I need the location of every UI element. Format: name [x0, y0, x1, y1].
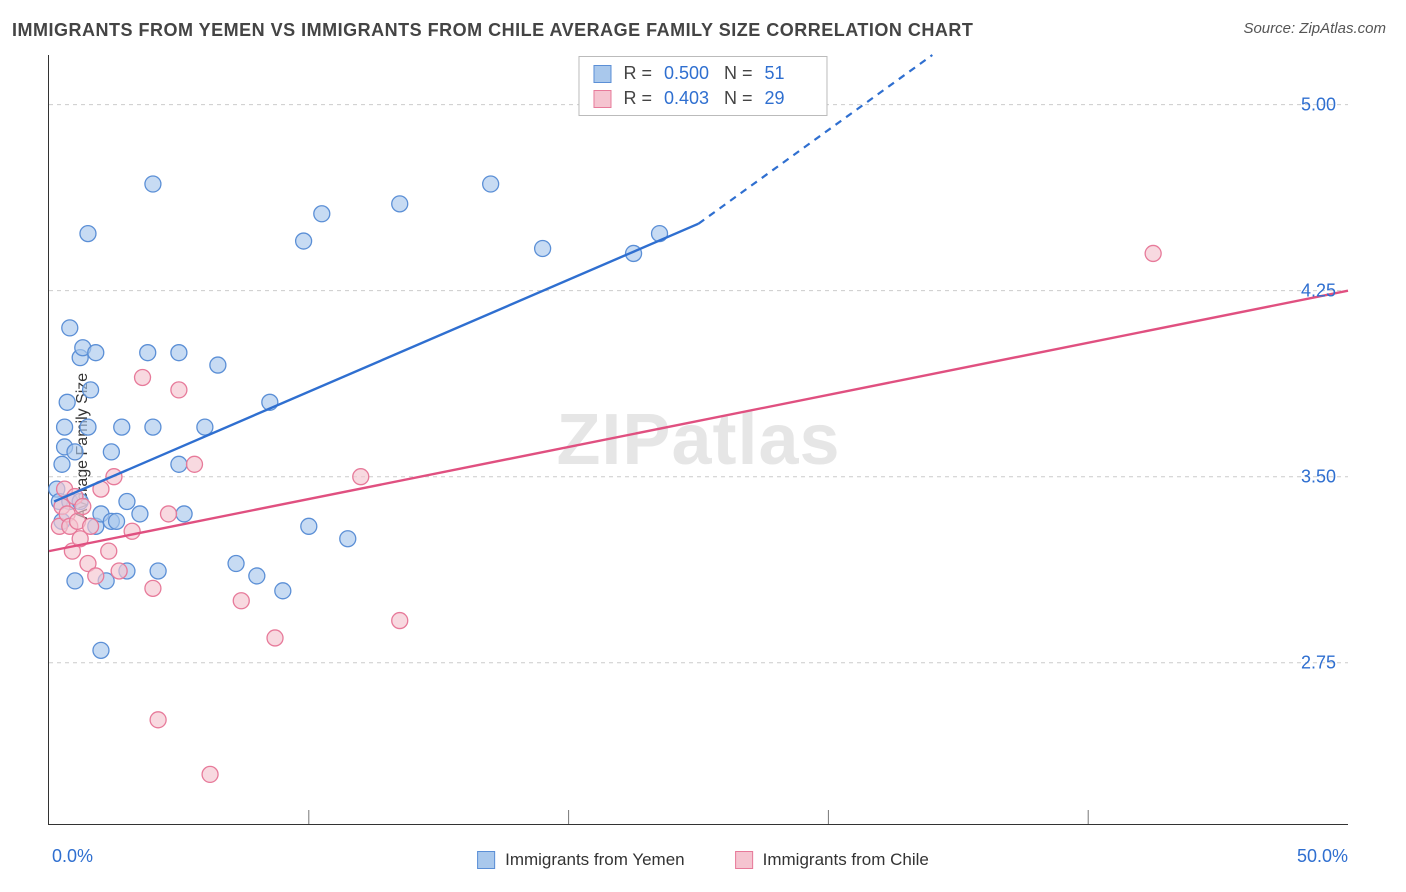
yemen-point: [83, 382, 99, 398]
yemen-point: [54, 456, 70, 472]
chile-point: [145, 580, 161, 596]
chile-point: [135, 369, 151, 385]
chile-point: [75, 498, 91, 514]
yemen-swatch-icon: [477, 851, 495, 869]
y-tick-label: 4.25: [1301, 280, 1336, 301]
plot-svg: [49, 55, 1348, 824]
chile-point: [353, 469, 369, 485]
chile-point: [161, 506, 177, 522]
r-label: R =: [623, 63, 652, 84]
yemen-point: [275, 583, 291, 599]
yemen-point: [62, 320, 78, 336]
legend-item-yemen: Immigrants from Yemen: [477, 850, 685, 870]
y-tick-label: 2.75: [1301, 652, 1336, 673]
yemen-point: [171, 456, 187, 472]
yemen-point: [67, 573, 83, 589]
source-label: Source: ZipAtlas.com: [1243, 20, 1386, 37]
chile-point: [83, 518, 99, 534]
n-label: N =: [724, 63, 753, 84]
yemen-point: [296, 233, 312, 249]
yemen-point: [314, 206, 330, 222]
yemen-point: [171, 345, 187, 361]
yemen-point: [103, 444, 119, 460]
chile-n-value: 29: [765, 88, 813, 109]
chart-title: IMMIGRANTS FROM YEMEN VS IMMIGRANTS FROM…: [12, 20, 973, 41]
legend-label: Immigrants from Yemen: [505, 850, 685, 870]
yemen-r-value: 0.500: [664, 63, 712, 84]
chile-point: [101, 543, 117, 559]
yemen-point: [132, 506, 148, 522]
bottom-legend: Immigrants from Yemen Immigrants from Chi…: [477, 850, 929, 870]
chile-point: [233, 593, 249, 609]
yemen-point: [80, 226, 96, 242]
yemen-point: [340, 531, 356, 547]
n-label: N =: [724, 88, 753, 109]
yemen-point: [210, 357, 226, 373]
chile-point: [150, 712, 166, 728]
chile-point: [267, 630, 283, 646]
yemen-point: [114, 419, 130, 435]
yemen-point: [145, 419, 161, 435]
yemen-point: [93, 642, 109, 658]
y-tick-label: 5.00: [1301, 94, 1336, 115]
chile-swatch-icon: [593, 90, 611, 108]
yemen-point: [197, 419, 213, 435]
chile-point: [171, 382, 187, 398]
yemen-point: [80, 419, 96, 435]
stats-row-chile: R = 0.403 N = 29: [579, 86, 826, 111]
yemen-n-value: 51: [765, 63, 813, 84]
chile-r-value: 0.403: [664, 88, 712, 109]
chile-point: [124, 523, 140, 539]
r-label: R =: [623, 88, 652, 109]
yemen-trendline: [54, 224, 698, 502]
yemen-point: [228, 556, 244, 572]
yemen-point: [140, 345, 156, 361]
stats-row-yemen: R = 0.500 N = 51: [579, 61, 826, 86]
yemen-point: [249, 568, 265, 584]
legend-label: Immigrants from Chile: [763, 850, 929, 870]
yemen-point: [301, 518, 317, 534]
chile-point: [186, 456, 202, 472]
chile-swatch-icon: [735, 851, 753, 869]
chile-point: [202, 766, 218, 782]
y-tick-label: 3.50: [1301, 466, 1336, 487]
x-axis-start-label: 0.0%: [52, 846, 93, 867]
yemen-swatch-icon: [593, 65, 611, 83]
stats-legend-box: R = 0.500 N = 51 R = 0.403 N = 29: [578, 56, 827, 116]
chile-point: [392, 613, 408, 629]
yemen-point: [145, 176, 161, 192]
yemen-point: [57, 419, 73, 435]
yemen-point: [88, 345, 104, 361]
chile-point: [88, 568, 104, 584]
plot-area: ZIPatlas 2.753.504.255.00: [48, 55, 1348, 825]
chile-point: [1145, 245, 1161, 261]
yemen-point: [67, 444, 83, 460]
yemen-point: [392, 196, 408, 212]
chart-container: IMMIGRANTS FROM YEMEN VS IMMIGRANTS FROM…: [0, 0, 1406, 892]
yemen-point: [109, 513, 125, 529]
yemen-point: [535, 240, 551, 256]
yemen-point: [176, 506, 192, 522]
legend-item-chile: Immigrants from Chile: [735, 850, 929, 870]
yemen-point: [119, 494, 135, 510]
x-axis-end-label: 50.0%: [1297, 846, 1348, 867]
chile-point: [111, 563, 127, 579]
yemen-point: [59, 394, 75, 410]
yemen-point: [483, 176, 499, 192]
yemen-point: [150, 563, 166, 579]
